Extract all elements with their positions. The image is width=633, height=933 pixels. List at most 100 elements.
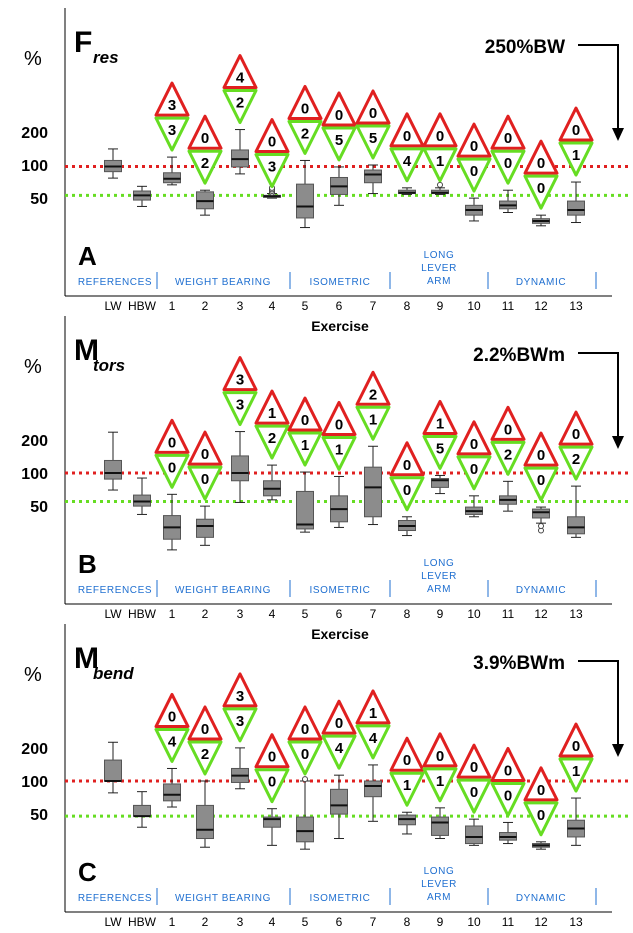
marker-10: 00: [456, 420, 492, 491]
red-triangle-count: 0: [504, 130, 512, 147]
section-label-line: ARM: [427, 276, 451, 287]
section-label-line: REFERENCES: [78, 277, 152, 288]
green-triangle: [523, 801, 559, 837]
red-triangle: [187, 430, 223, 466]
marker-12: 00: [523, 431, 559, 502]
reference-arrow: [578, 660, 619, 749]
green-triangle: [154, 116, 190, 152]
red-triangle-count: 0: [537, 155, 545, 172]
box-7: [364, 164, 382, 195]
marker-5: 02: [287, 84, 323, 155]
reference-value-label: 2.2%BWm: [473, 345, 565, 366]
green-triangle-count: 0: [301, 746, 309, 763]
red-triangle-count: 0: [403, 752, 411, 769]
box-2: [196, 505, 214, 546]
x-tick-label: 6: [336, 299, 343, 313]
panel-title: M: [74, 642, 99, 675]
red-triangle-count: 0: [436, 748, 444, 765]
x-tick-label: LW: [104, 607, 122, 621]
x-tick-label: 13: [569, 915, 583, 929]
x-tick-label: 4: [269, 607, 276, 621]
red-triangle: [222, 54, 258, 90]
box-2: [196, 780, 214, 848]
marker-8: 00: [389, 441, 425, 512]
red-triangle: [523, 431, 559, 467]
box-7: [364, 445, 382, 526]
green-triangle: [558, 757, 594, 793]
red-triangle: [287, 705, 323, 741]
panel-title-subscript: bend: [93, 664, 134, 683]
green-triangle: [222, 391, 258, 427]
box-10: [465, 197, 483, 222]
box-10: [465, 818, 483, 846]
green-triangle: [558, 141, 594, 177]
red-triangle: [389, 736, 425, 772]
green-triangle-count: 0: [537, 807, 545, 824]
green-triangle-count: 0: [268, 774, 276, 791]
green-triangle: [222, 707, 258, 743]
y-axis-label: %: [24, 356, 42, 378]
y-tick-label: 200: [21, 741, 48, 758]
marker-5: 01: [287, 396, 323, 467]
green-triangle-count: 5: [369, 130, 377, 147]
x-axis-label: Exercise: [311, 626, 369, 642]
x-tick-label: 3: [237, 299, 244, 313]
y-tick-label: 50: [30, 807, 48, 824]
reference-arrowhead: [612, 128, 624, 141]
section-label-line: ARM: [427, 584, 451, 595]
section-label-line: DYNAMIC: [516, 893, 566, 904]
green-triangle: [456, 778, 492, 814]
red-triangle: [254, 118, 290, 154]
box-iqr: [567, 516, 585, 535]
marker-2: 02: [187, 114, 223, 185]
x-tick-label: 5: [302, 915, 309, 929]
box-1: [163, 767, 181, 808]
green-triangle: [422, 147, 458, 183]
x-tick-label: 9: [437, 607, 444, 621]
red-triangle: [558, 106, 594, 142]
x-tick-label: 8: [404, 915, 411, 929]
section-label: WEIGHT BEARING: [175, 585, 271, 596]
red-triangle: [187, 705, 223, 741]
box-12: [532, 214, 550, 227]
green-triangle: [456, 455, 492, 491]
red-triangle-count: 1: [268, 405, 276, 422]
marker-11: 00: [490, 746, 526, 817]
red-triangle-count: 0: [268, 134, 276, 151]
green-triangle: [490, 149, 526, 185]
marker-2: 00: [187, 430, 223, 501]
x-tick-label: HBW: [128, 299, 157, 313]
box-11: [499, 480, 517, 512]
red-triangle: [523, 766, 559, 802]
green-triangle: [287, 431, 323, 467]
red-triangle: [355, 689, 391, 725]
reference-value-label: 250%BW: [485, 37, 565, 58]
box-3: [231, 129, 249, 175]
marker-1: 33: [154, 81, 190, 152]
green-triangle: [355, 124, 391, 160]
x-tick-label: 1: [169, 299, 176, 313]
section-label-line: WEIGHT BEARING: [175, 277, 271, 288]
marker-10: 00: [456, 122, 492, 193]
green-triangle-count: 2: [301, 125, 309, 142]
section-label: ISOMETRIC: [310, 585, 371, 596]
box-7: [364, 764, 382, 822]
marker-12: 00: [523, 139, 559, 210]
y-axis-label: %: [24, 48, 42, 70]
section-label: DYNAMIC: [516, 277, 566, 288]
green-triangle: [287, 119, 323, 155]
box-iqr: [364, 466, 382, 518]
reference-arrow: [578, 44, 619, 133]
x-tick-label: 4: [269, 299, 276, 313]
box-iqr: [465, 825, 483, 845]
x-tick-label: HBW: [128, 915, 157, 929]
reference-arrowhead: [612, 744, 624, 757]
red-triangle-count: 1: [369, 705, 377, 722]
panel-title: F: [74, 26, 92, 59]
box-3: [231, 431, 249, 503]
green-triangle: [321, 126, 357, 162]
x-tick-label: 10: [467, 607, 481, 621]
box-iqr: [431, 478, 449, 488]
box-iqr: [364, 780, 382, 798]
